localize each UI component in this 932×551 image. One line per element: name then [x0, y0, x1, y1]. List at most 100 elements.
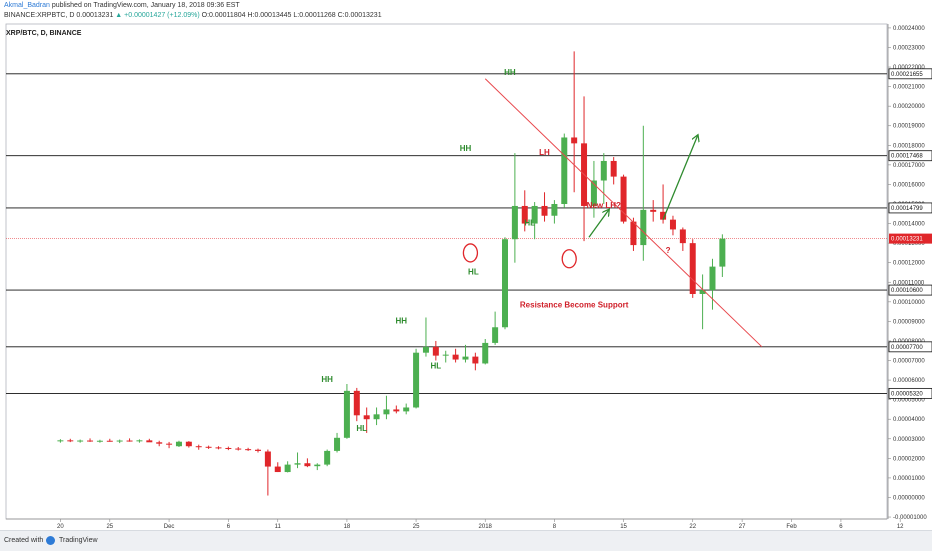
candle-body — [205, 446, 212, 448]
candle-body — [215, 447, 222, 449]
chart-annotation: Resistance Become Support — [520, 301, 629, 310]
candle-body — [561, 137, 568, 204]
y-tick-label: 0.00011000 — [893, 280, 925, 286]
y-tick-label: 0.00017000 — [893, 163, 925, 169]
candle-body — [511, 205, 518, 240]
ohlc-change: ▲ +0.00001427 (+12.09%) — [115, 12, 200, 19]
candle-body — [284, 464, 291, 473]
level-price-label: 0.00010600 — [891, 288, 923, 294]
symbol-label: XRP/BTC, D, BINANCE — [6, 30, 82, 37]
x-tick-label: 11 — [275, 524, 282, 530]
current-price-tag — [889, 233, 932, 244]
level-price-tag — [888, 68, 932, 80]
x-tick-label: 18 — [344, 524, 351, 530]
y-tick-label: -0.00001000 — [893, 515, 927, 521]
candle-body — [225, 447, 232, 449]
y-tick-label: 0.00012000 — [893, 261, 925, 267]
candle-body — [245, 449, 252, 451]
candle-body — [334, 437, 341, 451]
author-link[interactable]: Akmal_Badran — [4, 2, 50, 9]
candle-body — [136, 440, 143, 442]
y-tick-label: 0.00001000 — [893, 476, 925, 482]
candle-body — [235, 448, 242, 450]
candle-body — [719, 238, 726, 267]
x-tick-label: 8 — [553, 524, 557, 530]
candle-body — [492, 327, 499, 343]
candle-body — [610, 160, 617, 177]
chart-annotation: HH — [321, 375, 333, 384]
chart-annotation: HL — [468, 267, 479, 276]
candle-body — [106, 440, 113, 442]
chart-annotation: HH — [395, 316, 407, 325]
y-tick-label: 0.00005000 — [893, 398, 925, 404]
candle-body — [452, 354, 459, 360]
y-tick-label: 0.00003000 — [893, 437, 925, 443]
y-tick-label: 0.00014000 — [893, 222, 925, 228]
y-tick-label: 0.00018000 — [893, 143, 925, 149]
y-tick-label: 0.00004000 — [893, 417, 925, 423]
x-tick-label: Feb — [786, 524, 797, 530]
y-tick-label: 0.00021000 — [893, 85, 925, 91]
candle-body — [620, 176, 627, 222]
chart-annotation: ? — [666, 246, 671, 255]
candle-body — [413, 352, 420, 408]
candle-body — [422, 346, 429, 353]
ohlc-close: 0.00013231 — [76, 12, 114, 19]
x-tick-label: 15 — [620, 524, 627, 530]
candle-body — [126, 440, 133, 442]
tradingview-logo-icon — [46, 536, 55, 545]
plot-area — [5, 23, 888, 520]
candle-body — [679, 229, 686, 244]
candle-body — [650, 209, 657, 212]
candle-body — [264, 451, 271, 467]
candle-body — [116, 440, 123, 442]
candle-body — [195, 446, 202, 448]
x-tick-label: Dec — [164, 524, 175, 530]
chart-annotation: HL — [524, 219, 535, 228]
candle-body — [502, 239, 508, 328]
publish-info: Akmal_Badran published on TradingView.co… — [4, 2, 240, 9]
candle-body — [353, 390, 360, 416]
price-chart[interactable]: 0.00024000 0.00023000 0.00022000 0.00021000… — [0, 0, 932, 530]
candle-body — [472, 356, 479, 364]
candle-body — [403, 407, 410, 412]
candle-body — [67, 440, 74, 442]
level-price-tag — [888, 341, 932, 353]
candle-body — [87, 440, 94, 442]
candle-body — [462, 356, 469, 360]
level-price-tag — [888, 202, 932, 214]
published-text: published on TradingView.com, January 18… — [51, 2, 240, 9]
candle-body — [156, 442, 163, 444]
candle-body — [521, 205, 528, 224]
x-tick-label: 6 — [227, 524, 231, 530]
candle-body — [343, 390, 350, 438]
current-price-label: 0.00013231 — [891, 237, 923, 243]
created-with-text: Created with — [4, 537, 44, 544]
candle-body — [699, 290, 706, 294]
candle-body — [185, 441, 192, 447]
candle-body — [314, 464, 321, 467]
level-price-tag — [888, 150, 932, 162]
candle-body — [442, 354, 449, 356]
y-tick-label: 0.00016000 — [893, 182, 925, 188]
candle-body — [294, 463, 301, 465]
y-tick-label: 0.00022000 — [893, 65, 925, 71]
x-tick-label: 27 — [739, 524, 746, 530]
level-price-tag — [888, 387, 932, 399]
x-tick-label: 2018 — [479, 524, 493, 530]
tradingview-brand[interactable]: TradingView — [59, 537, 98, 544]
candle-body — [432, 346, 439, 356]
candle-body — [324, 450, 331, 465]
y-tick-label: 0.00007000 — [893, 359, 925, 365]
candle-body — [175, 441, 182, 447]
candle-body — [531, 205, 538, 224]
ohlc-values: O:0.00011804 H:0.00013445 L:0.00011268 C… — [201, 12, 382, 19]
y-tick-label: 0.00023000 — [893, 45, 925, 51]
candle-body — [383, 409, 390, 415]
candle-body — [166, 443, 173, 445]
candle-body — [146, 440, 153, 443]
chart-annotation: HL — [431, 361, 442, 370]
y-tick-label: 0.00024000 — [893, 26, 925, 32]
ohlc-readout: BINANCE:XRPBTC, D 0.00013231 ▲ +0.000014… — [4, 12, 382, 19]
chart-annotation: HH — [504, 68, 516, 77]
